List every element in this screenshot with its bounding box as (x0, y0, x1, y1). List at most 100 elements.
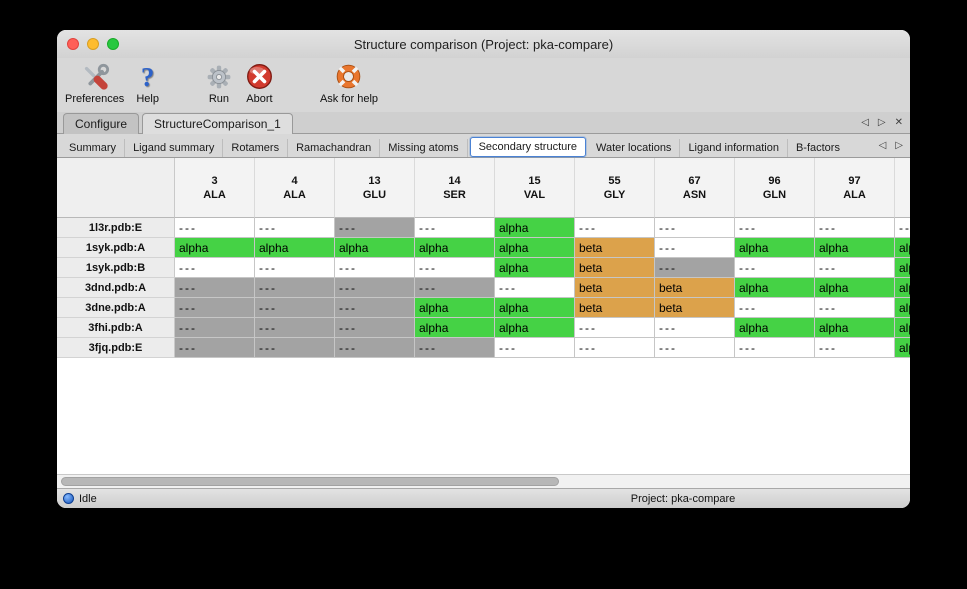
question-icon: ? (140, 61, 155, 92)
table-row-1syk-pdb-b: 1syk.pdb:B --- --- --- --- alpha beta --- --- ---… (57, 258, 910, 278)
tab-scroll-right-icon[interactable]: ▷ (877, 116, 886, 128)
ss-cell: alpha (495, 318, 575, 338)
ss-cell: alpha (335, 238, 415, 258)
zoom-window-button[interactable] (107, 38, 119, 50)
document-tab-bar: Configure StructureComparison_1 ◁ ▷ ✕ (57, 112, 910, 134)
toolbar-button-label: Abort (246, 93, 273, 105)
traffic-lights (57, 38, 127, 50)
ss-cell: beta (575, 278, 655, 298)
ss-cell: --- (415, 338, 495, 358)
tab-secondary-structure[interactable]: Secondary structure (469, 137, 587, 157)
ss-cell: --- (335, 338, 415, 358)
app-window: Structure comparison (Project: pka-compa… (57, 30, 910, 508)
tab-ramachandran[interactable]: Ramachandran (288, 139, 381, 157)
window-title: Structure comparison (Project: pka-compa… (353, 36, 614, 52)
ss-cell: --- (895, 218, 910, 238)
subtab-scroll-left-icon[interactable]: ◁ (878, 139, 887, 151)
ss-cell: --- (815, 338, 895, 358)
ss-cell: alpha (495, 218, 575, 238)
ss-cell: --- (335, 318, 415, 338)
ss-cell: --- (335, 278, 415, 298)
toolbar-button-abort[interactable]: Abort (245, 61, 274, 105)
ss-cell: --- (655, 218, 735, 238)
close-window-button[interactable] (67, 38, 79, 50)
secondary-structure-table-area: 3 ALA 4 ALA 13 GLU 14 SER 15 VAL 55 GLY 67 ASN 96 GLN 97… (57, 158, 910, 474)
ss-cell: --- (815, 218, 895, 238)
toolbar: Preferences ? Help Run Abort Ask for help (57, 58, 910, 112)
project-label: Project: pka-compare (630, 492, 736, 505)
ss-cell: alpha (815, 318, 895, 338)
ss-cell: --- (335, 298, 415, 318)
ss-cell: --- (495, 338, 575, 358)
ss-cell: --- (815, 258, 895, 278)
tab-close-icon[interactable]: ✕ (894, 116, 903, 128)
tab-configure[interactable]: Configure (63, 113, 140, 134)
tab-structurecomparison-1[interactable]: StructureComparison_1 (142, 113, 293, 134)
tools-icon (80, 61, 110, 92)
tab-scroll-left-icon[interactable]: ◁ (861, 116, 869, 128)
column-header-3: 3 ALA (175, 158, 255, 218)
row-label: 1syk.pdb:B (57, 258, 175, 278)
ss-cell: alpha (495, 298, 575, 318)
result-tab-nav: ◁ ▷ (879, 134, 903, 157)
toolbar-button-ask-for-help[interactable]: Ask for help (320, 61, 378, 105)
ss-cell: beta (575, 238, 655, 258)
scrollbar-thumb[interactable] (61, 477, 559, 486)
ss-cell: alpha (895, 298, 910, 318)
ss-cell: --- (175, 338, 255, 358)
ss-cell: alpha (895, 278, 910, 298)
status-indicator-icon (63, 493, 74, 504)
toolbar-button-label: Run (208, 93, 230, 105)
ss-cell: alpha (175, 238, 255, 258)
tab-summary[interactable]: Summary (61, 139, 126, 157)
table-row-3dne-pdb-a: 3dne.pdb:A --- --- --- alpha alpha beta beta ---… (57, 298, 910, 318)
ss-cell: beta (655, 278, 735, 298)
ss-cell: --- (735, 258, 815, 278)
ss-cell: alpha (415, 318, 495, 338)
ss-cell: --- (655, 258, 735, 278)
ss-cell: beta (655, 298, 735, 318)
ss-cell: alpha (895, 318, 910, 338)
ss-cell: --- (335, 258, 415, 278)
abort-icon (245, 61, 274, 92)
table-corner-cell (57, 158, 175, 218)
tab-b-factors[interactable]: B-factors (795, 142, 840, 154)
titlebar[interactable]: Structure comparison (Project: pka-compa… (57, 30, 910, 58)
ss-cell: alpha (815, 278, 895, 298)
status-bar: Idle Project: pka-compare (57, 488, 910, 508)
minimize-window-button[interactable] (87, 38, 99, 50)
result-tab-list: Summary Ligand summary Rotamers Ramachandra… (61, 134, 848, 157)
document-tab-nav: ◁ ▷ ✕ (861, 112, 903, 133)
ss-cell: --- (655, 238, 735, 258)
ss-cell: alpha (255, 238, 335, 258)
ss-cell: beta (575, 298, 655, 318)
table-header-row: 3 ALA 4 ALA 13 GLU 14 SER 15 VAL 55 GLY 67 ASN 96 GLN 97… (57, 158, 910, 218)
tab-ligand-summary[interactable]: Ligand summary (125, 139, 224, 157)
table-row-3dnd-pdb-a: 3dnd.pdb:A --- --- --- --- --- beta beta alpha al… (57, 278, 910, 298)
column-header-14: 14 SER (415, 158, 495, 218)
tab-water-locations[interactable]: Water locations (588, 139, 681, 157)
ss-cell: beta (575, 258, 655, 278)
tab-ligand-information[interactable]: Ligand information (680, 139, 788, 157)
subtab-scroll-right-icon[interactable]: ▷ (895, 139, 903, 151)
ss-cell: --- (335, 218, 415, 238)
horizontal-scrollbar[interactable] (57, 474, 910, 488)
toolbar-button-preferences[interactable]: Preferences (65, 61, 124, 105)
ss-cell: --- (655, 318, 735, 338)
ss-cell: --- (175, 278, 255, 298)
toolbar-button-help[interactable]: ? Help (136, 61, 159, 106)
row-label: 3fjq.pdb:E (57, 338, 175, 358)
column-header-13: 13 GLU (335, 158, 415, 218)
column-header-15: 15 VAL (495, 158, 575, 218)
ss-cell: --- (175, 318, 255, 338)
toolbar-button-label: Ask for help (319, 93, 379, 105)
ss-cell: --- (735, 338, 815, 358)
toolbar-button-run[interactable]: Run (205, 61, 233, 105)
ss-cell: --- (175, 258, 255, 278)
ss-cell: alpha (735, 278, 815, 298)
column-header-67: 67 ASN (655, 158, 735, 218)
tab-rotamers[interactable]: Rotamers (223, 139, 289, 157)
column-header-55: 55 GLY (575, 158, 655, 218)
ss-cell: alpha (495, 258, 575, 278)
tab-missing-atoms[interactable]: Missing atoms (380, 139, 468, 157)
